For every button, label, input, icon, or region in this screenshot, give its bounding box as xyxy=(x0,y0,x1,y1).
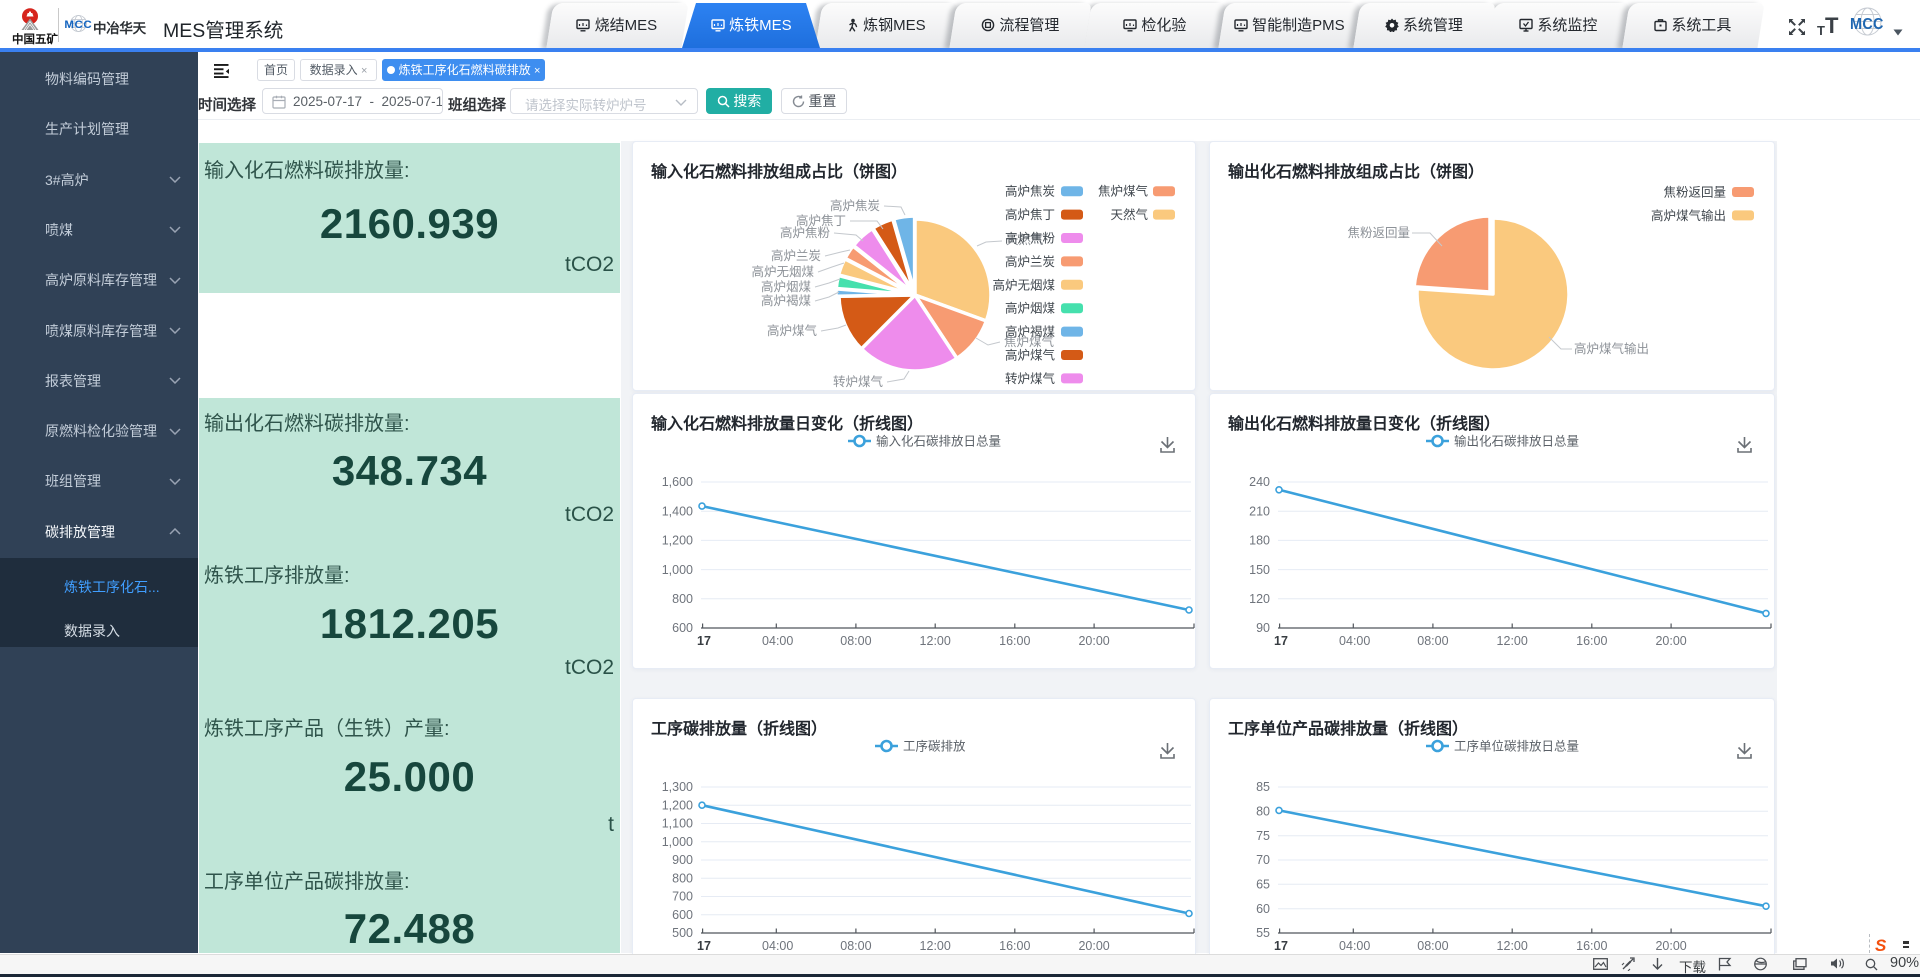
svg-text:600: 600 xyxy=(672,908,693,922)
svg-text:900: 900 xyxy=(672,853,693,867)
svg-text:高炉煤气输出: 高炉煤气输出 xyxy=(1574,341,1649,356)
svg-text:17: 17 xyxy=(1274,634,1288,648)
svg-text:高炉煤气: 高炉煤气 xyxy=(767,323,818,338)
svg-text:焦粉返回量: 焦粉返回量 xyxy=(1663,185,1726,200)
svg-text:12:00: 12:00 xyxy=(920,634,951,648)
svg-text:65: 65 xyxy=(1256,878,1270,892)
svg-text:高炉烟煤: 高炉烟煤 xyxy=(761,279,812,294)
svg-text:高炉褐煤: 高炉褐煤 xyxy=(1005,324,1056,339)
svg-text:高炉焦炭: 高炉焦炭 xyxy=(830,198,880,213)
svg-text:240: 240 xyxy=(1249,475,1270,489)
svg-text:16:00: 16:00 xyxy=(1576,634,1607,648)
svg-text:90: 90 xyxy=(1256,621,1270,635)
svg-text:转炉煤气: 转炉煤气 xyxy=(1005,371,1056,386)
svg-text:500: 500 xyxy=(672,926,693,940)
svg-text:高炉褐煤: 高炉褐煤 xyxy=(761,293,812,308)
svg-text:1,600: 1,600 xyxy=(662,475,693,489)
svg-text:1,300: 1,300 xyxy=(662,780,693,794)
svg-text:55: 55 xyxy=(1256,926,1270,940)
svg-text:120: 120 xyxy=(1249,592,1270,606)
svg-text:70: 70 xyxy=(1256,853,1270,867)
svg-text:08:00: 08:00 xyxy=(840,939,871,953)
svg-text:17: 17 xyxy=(697,939,711,953)
svg-text:高炉兰炭: 高炉兰炭 xyxy=(771,248,821,263)
svg-text:1,200: 1,200 xyxy=(662,534,693,548)
svg-text:800: 800 xyxy=(672,592,693,606)
svg-text:1,000: 1,000 xyxy=(662,835,693,849)
svg-text:04:00: 04:00 xyxy=(762,634,793,648)
svg-text:04:00: 04:00 xyxy=(1339,634,1370,648)
svg-text:高炉焦粉: 高炉焦粉 xyxy=(1005,231,1056,246)
svg-text:16:00: 16:00 xyxy=(999,634,1030,648)
svg-text:输出化石碳排放日总量: 输出化石碳排放日总量 xyxy=(1454,434,1579,449)
svg-text:高炉煤气输出: 高炉煤气输出 xyxy=(1651,208,1726,223)
svg-text:天然气: 天然气 xyxy=(1006,232,1044,247)
svg-text:17: 17 xyxy=(1274,939,1288,953)
svg-text:焦粉返回量: 焦粉返回量 xyxy=(1347,225,1410,240)
svg-text:20:00: 20:00 xyxy=(1078,939,1109,953)
svg-text:转炉煤气: 转炉煤气 xyxy=(833,374,884,389)
svg-text:高炉焦炭: 高炉焦炭 xyxy=(1005,184,1055,199)
svg-text:08:00: 08:00 xyxy=(840,634,871,648)
svg-text:高炉兰炭: 高炉兰炭 xyxy=(1005,254,1055,269)
svg-text:04:00: 04:00 xyxy=(1339,939,1370,953)
svg-text:700: 700 xyxy=(672,890,693,904)
svg-text:高炉无烟煤: 高炉无烟煤 xyxy=(751,264,814,279)
svg-text:20:00: 20:00 xyxy=(1655,634,1686,648)
svg-text:天然气: 天然气 xyxy=(1110,207,1148,222)
svg-text:焦炉煤气: 焦炉煤气 xyxy=(1098,184,1149,199)
svg-text:输入化石碳排放日总量: 输入化石碳排放日总量 xyxy=(876,434,1001,449)
svg-text:08:00: 08:00 xyxy=(1417,634,1448,648)
svg-text:16:00: 16:00 xyxy=(999,939,1030,953)
svg-text:75: 75 xyxy=(1256,829,1270,843)
svg-text:高炉焦丁: 高炉焦丁 xyxy=(1005,207,1055,222)
svg-text:85: 85 xyxy=(1256,780,1270,794)
svg-text:60: 60 xyxy=(1256,902,1270,916)
svg-text:12:00: 12:00 xyxy=(1497,634,1528,648)
svg-text:高炉烟煤: 高炉烟煤 xyxy=(1005,301,1056,316)
svg-text:12:00: 12:00 xyxy=(920,939,951,953)
svg-text:工序碳排放: 工序碳排放 xyxy=(903,739,966,754)
svg-text:12:00: 12:00 xyxy=(1497,939,1528,953)
svg-text:17: 17 xyxy=(697,634,711,648)
svg-text:600: 600 xyxy=(672,621,693,635)
svg-text:工序单位碳排放日总量: 工序单位碳排放日总量 xyxy=(1454,739,1579,754)
svg-text:16:00: 16:00 xyxy=(1576,939,1607,953)
svg-text:1,100: 1,100 xyxy=(662,817,693,831)
svg-text:高炉煤气: 高炉煤气 xyxy=(1005,348,1056,363)
svg-text:焦炉煤气: 焦炉煤气 xyxy=(1004,334,1055,349)
svg-text:800: 800 xyxy=(672,871,693,885)
svg-text:180: 180 xyxy=(1249,534,1270,548)
svg-text:1,400: 1,400 xyxy=(662,504,693,518)
svg-text:高炉焦丁: 高炉焦丁 xyxy=(796,213,846,228)
svg-text:20:00: 20:00 xyxy=(1655,939,1686,953)
svg-text:04:00: 04:00 xyxy=(762,939,793,953)
svg-text:1,200: 1,200 xyxy=(662,799,693,813)
svg-text:1,000: 1,000 xyxy=(662,563,693,577)
svg-text:150: 150 xyxy=(1249,563,1270,577)
svg-text:20:00: 20:00 xyxy=(1078,634,1109,648)
svg-text:高炉无烟煤: 高炉无烟煤 xyxy=(992,277,1055,292)
svg-text:08:00: 08:00 xyxy=(1417,939,1448,953)
svg-text:210: 210 xyxy=(1249,504,1270,518)
svg-text:高炉焦粉: 高炉焦粉 xyxy=(780,225,831,240)
svg-text:80: 80 xyxy=(1256,805,1270,819)
